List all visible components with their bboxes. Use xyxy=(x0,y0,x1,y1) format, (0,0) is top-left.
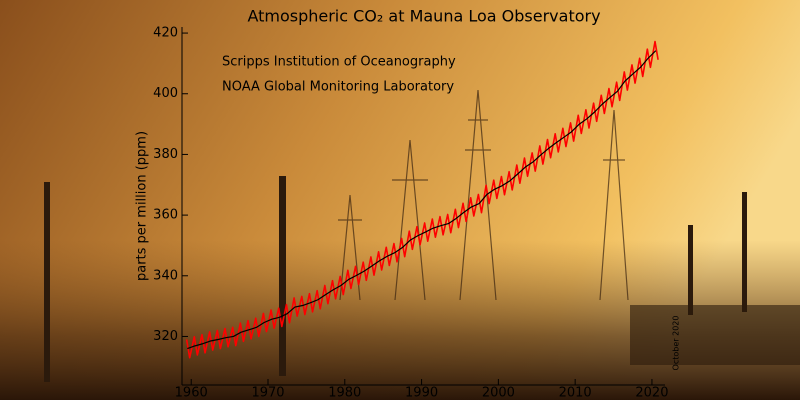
x-tick-label: 2020 xyxy=(635,386,668,401)
silhouettes xyxy=(44,176,800,382)
x-tick-label: 1990 xyxy=(405,386,438,401)
y-tick-label: 420 xyxy=(153,26,178,41)
y-axis-label: parts per million (ppm) xyxy=(135,131,150,281)
x-tick-label: 2000 xyxy=(482,386,515,401)
y-tick-label: 380 xyxy=(153,147,178,162)
annotation: NOAA Global Monitoring Laboratory xyxy=(222,80,454,95)
y-tick-label: 320 xyxy=(153,329,178,344)
x-tick-label: 2010 xyxy=(559,386,592,401)
y-tick-label: 360 xyxy=(153,208,178,223)
y-tick-label: 340 xyxy=(153,268,178,283)
chart-title: Atmospheric CO₂ at Mauna Loa Observatory xyxy=(247,7,600,26)
x-tick-label: 1960 xyxy=(175,386,208,401)
date-note: October 2020 xyxy=(672,316,681,371)
x-tick-label: 1980 xyxy=(328,386,361,401)
y-tick-label: 400 xyxy=(153,86,178,101)
x-tick-label: 1970 xyxy=(251,386,284,401)
series-line xyxy=(187,50,657,350)
annotation: Scripps Institution of Oceanography xyxy=(222,55,456,70)
